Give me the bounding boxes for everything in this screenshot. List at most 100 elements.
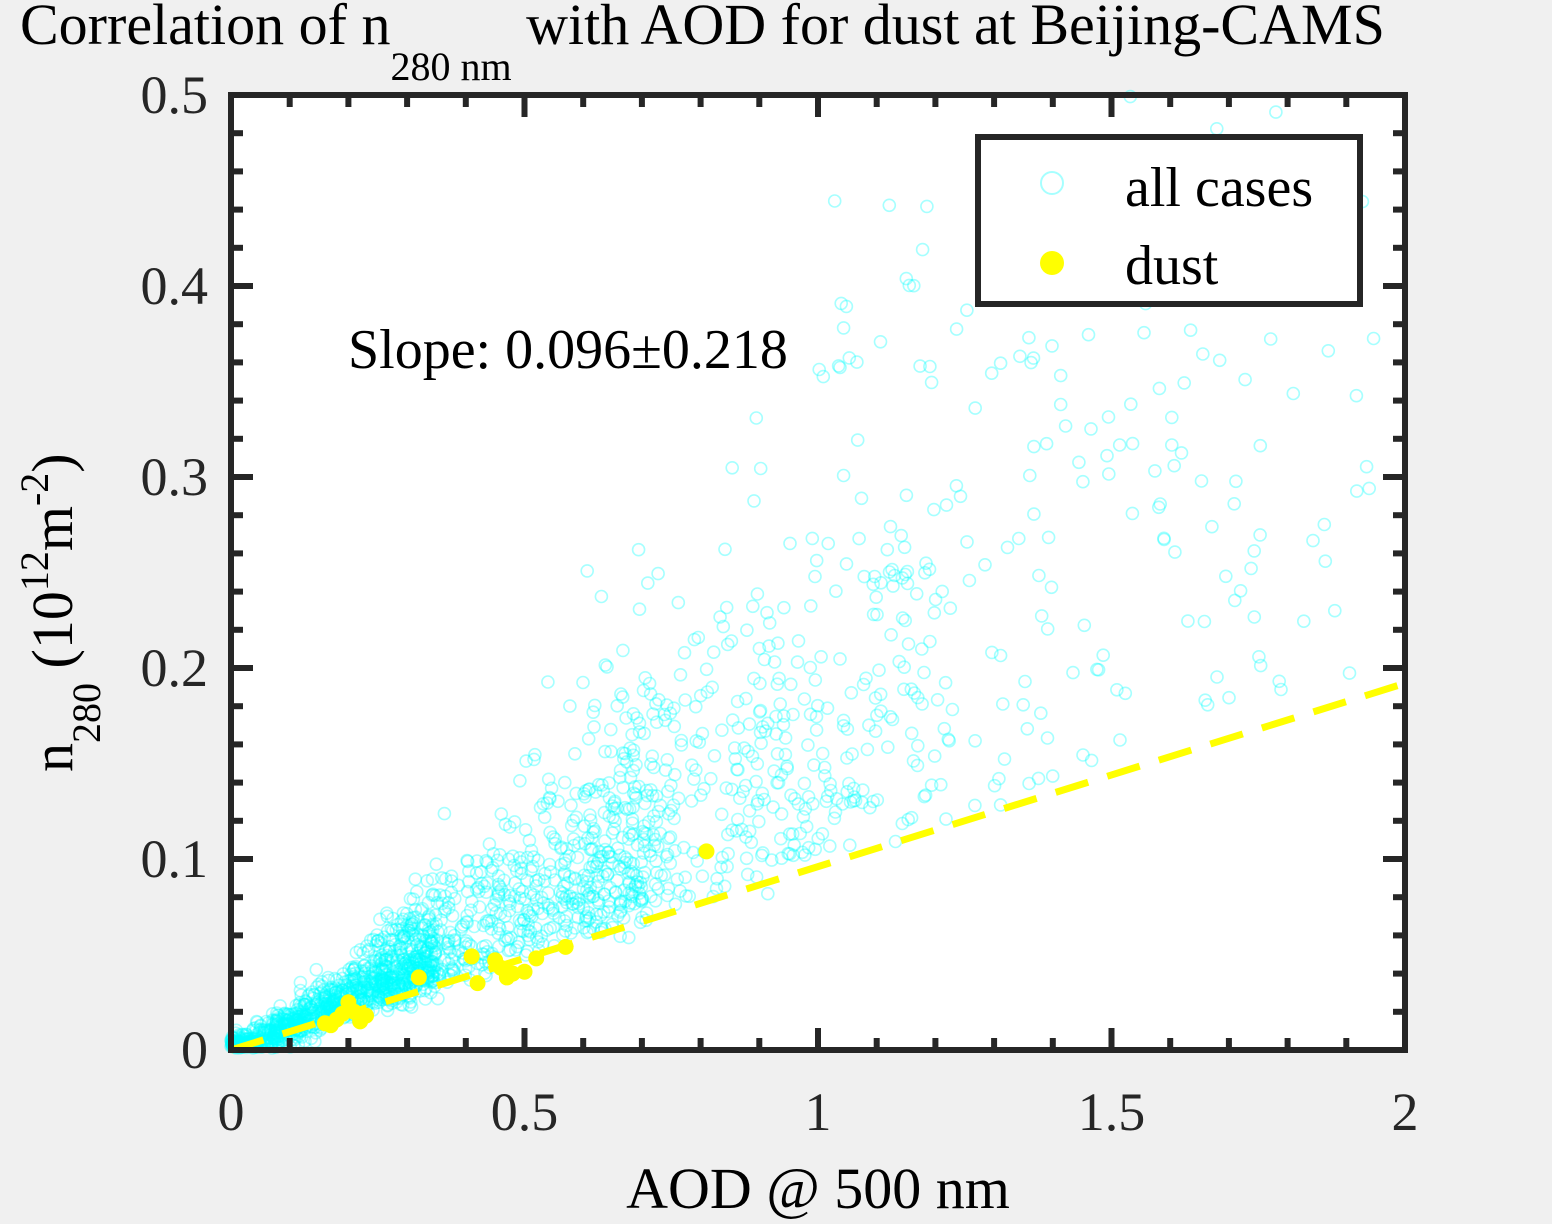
all-cases-point [396, 955, 410, 970]
all-cases-point [586, 705, 601, 720]
all-cases-point [559, 909, 574, 924]
all-cases-point [266, 1030, 281, 1044]
all-cases-point [602, 900, 617, 914]
all-cases-point [874, 704, 888, 719]
all-cases-point [867, 569, 882, 584]
all-cases-point [507, 858, 522, 873]
all-cases-point [725, 460, 740, 475]
all-cases-point [839, 299, 854, 314]
all-cases-point [310, 995, 324, 1009]
all-cases-point [422, 933, 437, 948]
all-cases-point [396, 968, 410, 982]
all-cases-point [525, 909, 539, 924]
all-cases-point [524, 863, 538, 878]
all-cases-point [578, 914, 593, 928]
all-cases-point [1096, 648, 1110, 663]
all-cases-point [382, 939, 396, 954]
all-cases-point [1286, 386, 1301, 401]
all-cases-point [403, 891, 418, 906]
all-cases-point [435, 962, 449, 977]
all-cases-point [524, 843, 539, 858]
all-cases-point [791, 797, 806, 811]
all-cases-point [408, 928, 422, 943]
all-cases-point [592, 896, 606, 910]
all-cases-point [339, 978, 354, 992]
all-cases-point [446, 963, 461, 978]
all-cases-point [960, 303, 974, 318]
all-cases-point [374, 974, 389, 989]
all-cases-point [526, 888, 541, 902]
all-cases-point [372, 980, 387, 994]
all-cases-point [422, 960, 436, 975]
all-cases-point [374, 948, 389, 963]
dust-point [557, 938, 574, 955]
all-cases-point [437, 953, 452, 967]
all-cases-point [508, 876, 522, 890]
x-tick-label: 1.5 [1078, 1082, 1146, 1142]
all-cases-point [560, 875, 575, 890]
all-cases-point [368, 950, 383, 965]
all-cases-point [607, 796, 622, 810]
all-cases-point [426, 973, 441, 988]
all-cases-point [917, 789, 932, 804]
all-cases-point [580, 925, 594, 940]
all-cases-point [1124, 397, 1138, 412]
all-cases-point [906, 278, 921, 293]
all-cases-point [736, 784, 750, 799]
all-cases-point [661, 881, 676, 896]
all-cases-point [985, 645, 999, 660]
all-cases-point [263, 1022, 278, 1037]
all-cases-point [301, 1002, 315, 1017]
all-cases-point [493, 847, 507, 862]
all-cases-point [384, 950, 398, 964]
chart-title: Correlation of n280 nm with AOD for dust… [20, 0, 1385, 89]
all-cases-point [378, 967, 393, 982]
all-cases-point [634, 894, 649, 909]
all-cases-point [835, 797, 850, 811]
all-cases-point [601, 845, 615, 860]
all-cases-point [720, 827, 735, 842]
all-cases-point [272, 1021, 287, 1035]
all-cases-point [589, 880, 604, 895]
all-cases-point [834, 296, 849, 311]
all-cases-point [901, 637, 916, 651]
all-cases-point [318, 992, 333, 1007]
all-cases-point [1016, 697, 1031, 712]
all-cases-point [829, 584, 843, 599]
all-cases-point [444, 874, 459, 888]
all-cases-point [1137, 325, 1151, 340]
all-cases-point [491, 877, 506, 892]
all-cases-point [444, 960, 459, 975]
all-cases-point [568, 891, 583, 906]
all-cases-point [329, 985, 343, 1000]
all-cases-point [850, 355, 864, 369]
all-cases-point [608, 885, 623, 899]
all-cases-point [507, 815, 522, 829]
all-cases-point [577, 819, 592, 834]
all-cases-point [263, 1028, 278, 1042]
all-cases-point [629, 757, 643, 772]
all-cases-point [842, 776, 856, 791]
all-cases-point [577, 868, 592, 883]
all-cases-point [492, 922, 507, 936]
all-cases-point [360, 983, 375, 998]
all-cases-point [1328, 603, 1342, 618]
all-cases-point [821, 536, 836, 551]
all-cases-point [623, 855, 638, 870]
all-cases-point [346, 975, 360, 990]
all-cases-point [514, 866, 529, 881]
all-cases-point [786, 707, 800, 722]
all-cases-point [397, 928, 412, 943]
all-cases-point [1198, 693, 1212, 708]
all-cases-point [842, 351, 857, 365]
all-cases-point [648, 877, 663, 891]
all-cases-point [432, 967, 447, 982]
all-cases-point [667, 811, 681, 826]
all-cases-point [582, 890, 597, 905]
all-cases-point [362, 988, 377, 1003]
fit-line-layer [229, 679, 1407, 1054]
all-cases-point [394, 941, 408, 956]
all-cases-point [962, 573, 977, 588]
y-tick-label: 0.5 [141, 65, 209, 125]
all-cases-point [922, 562, 937, 577]
